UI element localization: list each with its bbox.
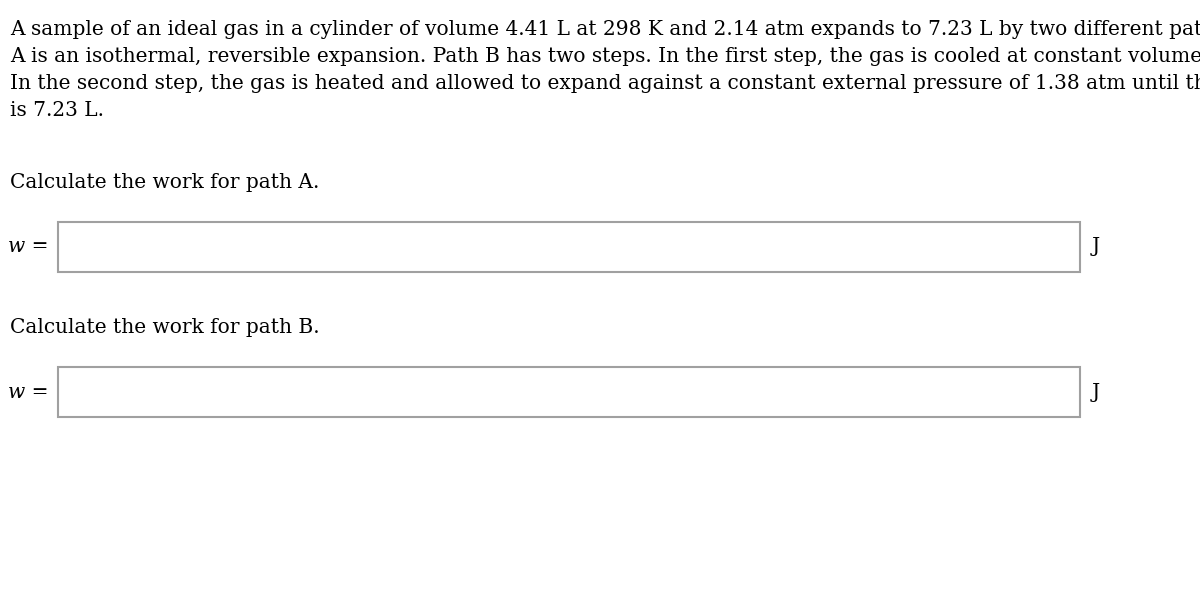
Text: is 7.23 L.: is 7.23 L. xyxy=(10,101,104,120)
Text: A sample of an ideal gas in a cylinder of volume 4.41 L at 298 K and 2.14 atm ex: A sample of an ideal gas in a cylinder o… xyxy=(10,20,1200,39)
Text: Calculate the work for path B.: Calculate the work for path B. xyxy=(10,318,319,337)
FancyBboxPatch shape xyxy=(58,222,1080,272)
Text: w =: w = xyxy=(8,383,48,402)
Text: J: J xyxy=(1092,238,1100,257)
Text: A is an isothermal, reversible expansion. Path B has two steps. In the first ste: A is an isothermal, reversible expansion… xyxy=(10,47,1200,66)
Text: Calculate the work for path A.: Calculate the work for path A. xyxy=(10,173,319,192)
Text: In the second step, the gas is heated and allowed to expand against a constant e: In the second step, the gas is heated an… xyxy=(10,74,1200,93)
Text: J: J xyxy=(1092,383,1100,402)
FancyBboxPatch shape xyxy=(58,367,1080,417)
Text: w =: w = xyxy=(8,238,48,257)
